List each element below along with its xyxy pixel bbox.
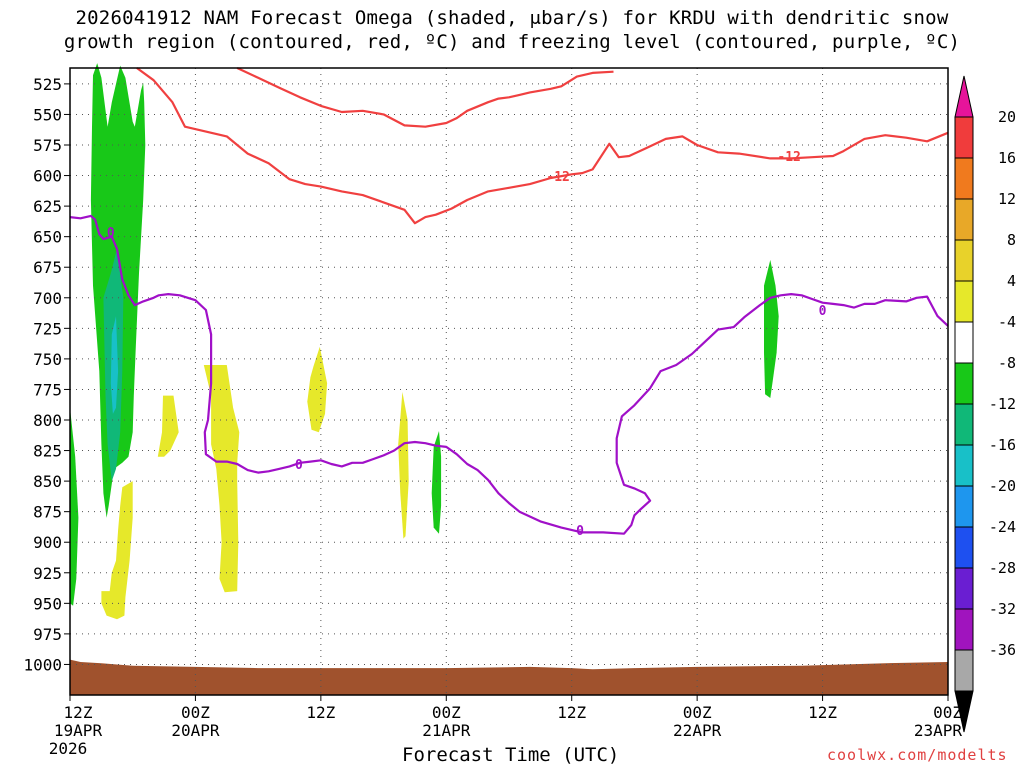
plot-frame [69,67,949,696]
y-tick-label-525: 525 [33,75,62,94]
y-tick-label-800: 800 [33,411,62,430]
colorbar-swatch-12 [954,608,974,651]
contour-label-3: 0 [295,458,303,473]
contour-label-4: 0 [576,524,584,539]
colorbar-swatch-3 [954,239,974,282]
chart-title: 2026041912 NAM Forecast Omega (shaded, μ… [0,6,1024,54]
y-tick-label-1000: 1000 [23,655,62,674]
grid-layer [69,68,949,695]
colorbar-swatch-7 [954,403,974,446]
contour-label-2: 0 [107,226,115,241]
colorbar-swatch-6 [954,362,974,405]
colorbar-swatch-10 [954,526,974,569]
colorbar-bottom-arrow [954,690,974,733]
x-tick-date-84: 23APR [914,721,963,740]
x-tick-date-0: 19APR [54,721,103,740]
title-line-1: 2026041912 NAM Forecast Omega (shaded, μ… [75,7,949,29]
y-tick-label-825: 825 [33,442,62,461]
omega-shade-1 [70,407,79,606]
omega-shade-6 [157,395,179,457]
colorbar-label-9: -20 [989,477,1016,495]
y-tick-label-900: 900 [33,533,62,552]
y-tick-label-975: 975 [33,625,62,644]
surface-terrain-layer [70,659,948,695]
colorbar-top-arrow [954,75,974,118]
credit-text: coolwx.com/modelts [827,746,1008,764]
x-tick-label-48: 12Z [557,703,586,722]
x-tick-label-36: 00Z [432,703,461,722]
y-tick-label-600: 600 [33,167,62,186]
y-tick-label-725: 725 [33,319,62,338]
y-tick-label-950: 950 [33,594,62,613]
colorbar-label-7: -12 [989,395,1016,413]
contour-label-1: -12 [777,150,800,165]
omega-shade-2 [431,431,442,534]
y-tick-label-775: 775 [33,380,62,399]
omega-shade-7 [203,365,240,593]
omega-shade-10 [101,481,133,620]
y-tick-label-675: 675 [33,258,62,277]
contour-label-5: 0 [819,304,827,319]
colorbar-swatch-2 [954,198,974,241]
colorbar-swatch-4 [954,280,974,323]
x-tick-label-60: 00Z [683,703,712,722]
colorbar-swatch-8 [954,444,974,487]
x-tick-label-24: 12Z [306,703,335,722]
colorbar-label-0: 20 [998,108,1016,126]
y-tick-label-575: 575 [33,136,62,155]
y-tick-label-925: 925 [33,564,62,583]
colorbar-label-3: 8 [1007,231,1016,249]
y-tick-label-550: 550 [33,105,62,124]
x-tick-label-84: 00Z [933,703,962,722]
contour-label-0: -12 [546,170,569,185]
colorbar-swatch-1 [954,157,974,200]
y-tick-label-650: 650 [33,228,62,247]
omega-shading-layer [70,63,779,620]
y-tick-label-750: 750 [33,350,62,369]
colorbar-label-10: -24 [989,518,1016,536]
colorbar-label-11: -28 [989,559,1016,577]
contour-line-0 [136,67,949,225]
colorbar-label-4: 4 [1007,272,1016,290]
contour-line-2 [69,214,949,535]
y-tick-label-625: 625 [33,197,62,216]
y-tick-label-850: 850 [33,472,62,491]
colorbar-label-13: -36 [989,641,1016,659]
colorbar-label-12: -32 [989,600,1016,618]
colorbar-label-1: 16 [998,149,1016,167]
x-tick-date-12: 20APR [171,721,220,740]
colorbar-swatch-9 [954,485,974,528]
x-tick-date-36: 21APR [422,721,471,740]
colorbar-label-5: -4 [998,313,1016,331]
omega-shade-3 [764,259,779,398]
colorbar-label-2: 12 [998,190,1016,208]
x-tick-label-0: 12Z [64,703,93,722]
colorbar-swatch-0 [954,116,974,159]
x-tick-year-0: 2026 [49,739,88,758]
contour-label-layer: -12 -12 0 0 0 0 [107,150,827,539]
y-tick-label-875: 875 [33,503,62,522]
contour-line-1 [236,67,614,128]
colorbar-label-8: -16 [989,436,1016,454]
x-tick-label-12: 00Z [181,703,210,722]
omega-shade-8 [307,346,328,433]
colorbar-label-6: -8 [998,354,1016,372]
contour-layer [69,67,949,535]
colorbar-swatch-13 [954,649,974,692]
surface-terrain [70,659,948,695]
x-axis-label: Forecast Time (UTC) [402,744,620,766]
axes-layer: 525 550 575 600 625 650 675 700 725 750 775 800 825 8… [23,75,962,758]
colorbar-swatch-5 [954,321,974,364]
title-line-2: growth region (contoured, red, ºC) and f… [63,31,961,53]
colorbar-swatch-11 [954,567,974,610]
y-tick-label-700: 700 [33,289,62,308]
colorbar: 20 16 12 8 4 -4 -8 -12 -16 -20 -24 -28 -32 -36 [954,75,1016,733]
x-tick-date-60: 22APR [673,721,722,740]
omega-shade-9 [398,391,409,539]
x-tick-label-72: 12Z [808,703,837,722]
